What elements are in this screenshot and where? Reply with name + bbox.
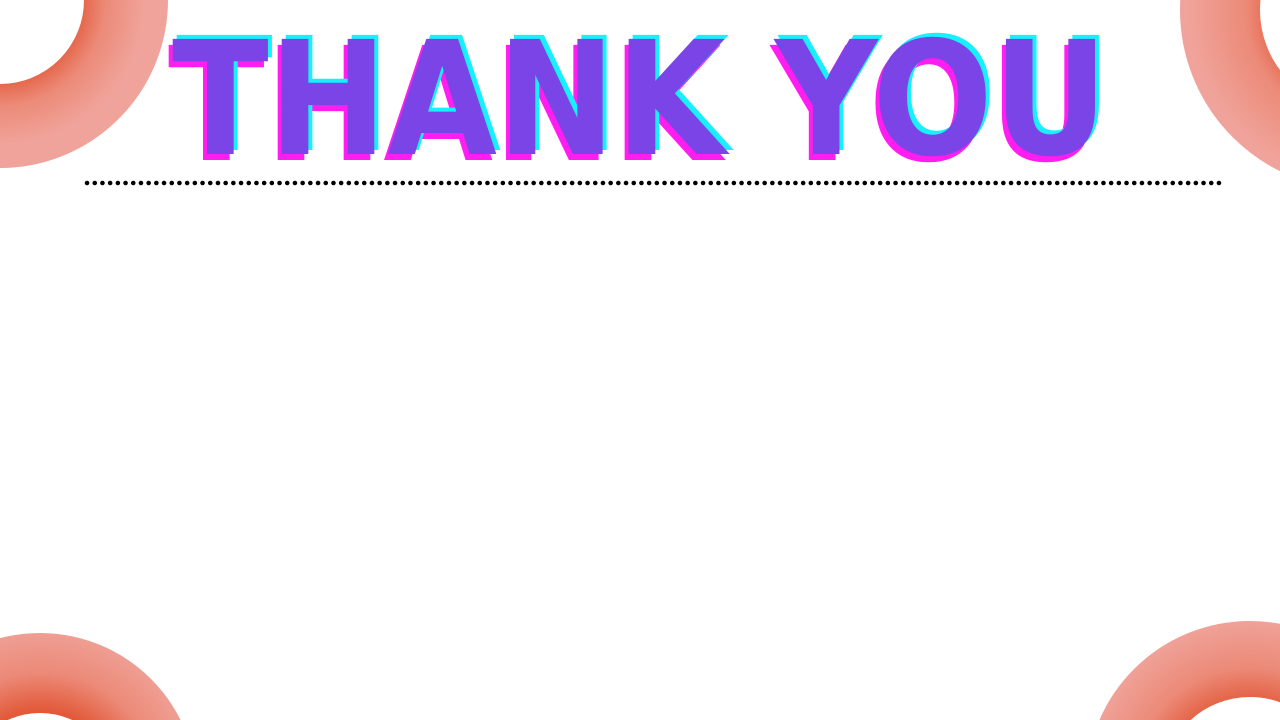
title-block: THANK YOU THANK YOU THANK YOU — [165, 20, 1115, 170]
page-title: THANK YOU — [172, 20, 1108, 170]
title-graphic: THANK YOU THANK YOU THANK YOU — [168, 20, 1112, 170]
corner-ring-top-right — [1180, 0, 1280, 172]
title-shadow-magenta: THANK YOU — [168, 20, 1104, 170]
title-shadow-cyan: THANK YOU — [176, 20, 1112, 170]
corner-ring-bottom-right — [1099, 621, 1280, 720]
corner-ring-top-left — [0, 0, 168, 168]
dotted-divider — [84, 180, 1224, 186]
corner-ring-bottom-left — [0, 633, 180, 720]
